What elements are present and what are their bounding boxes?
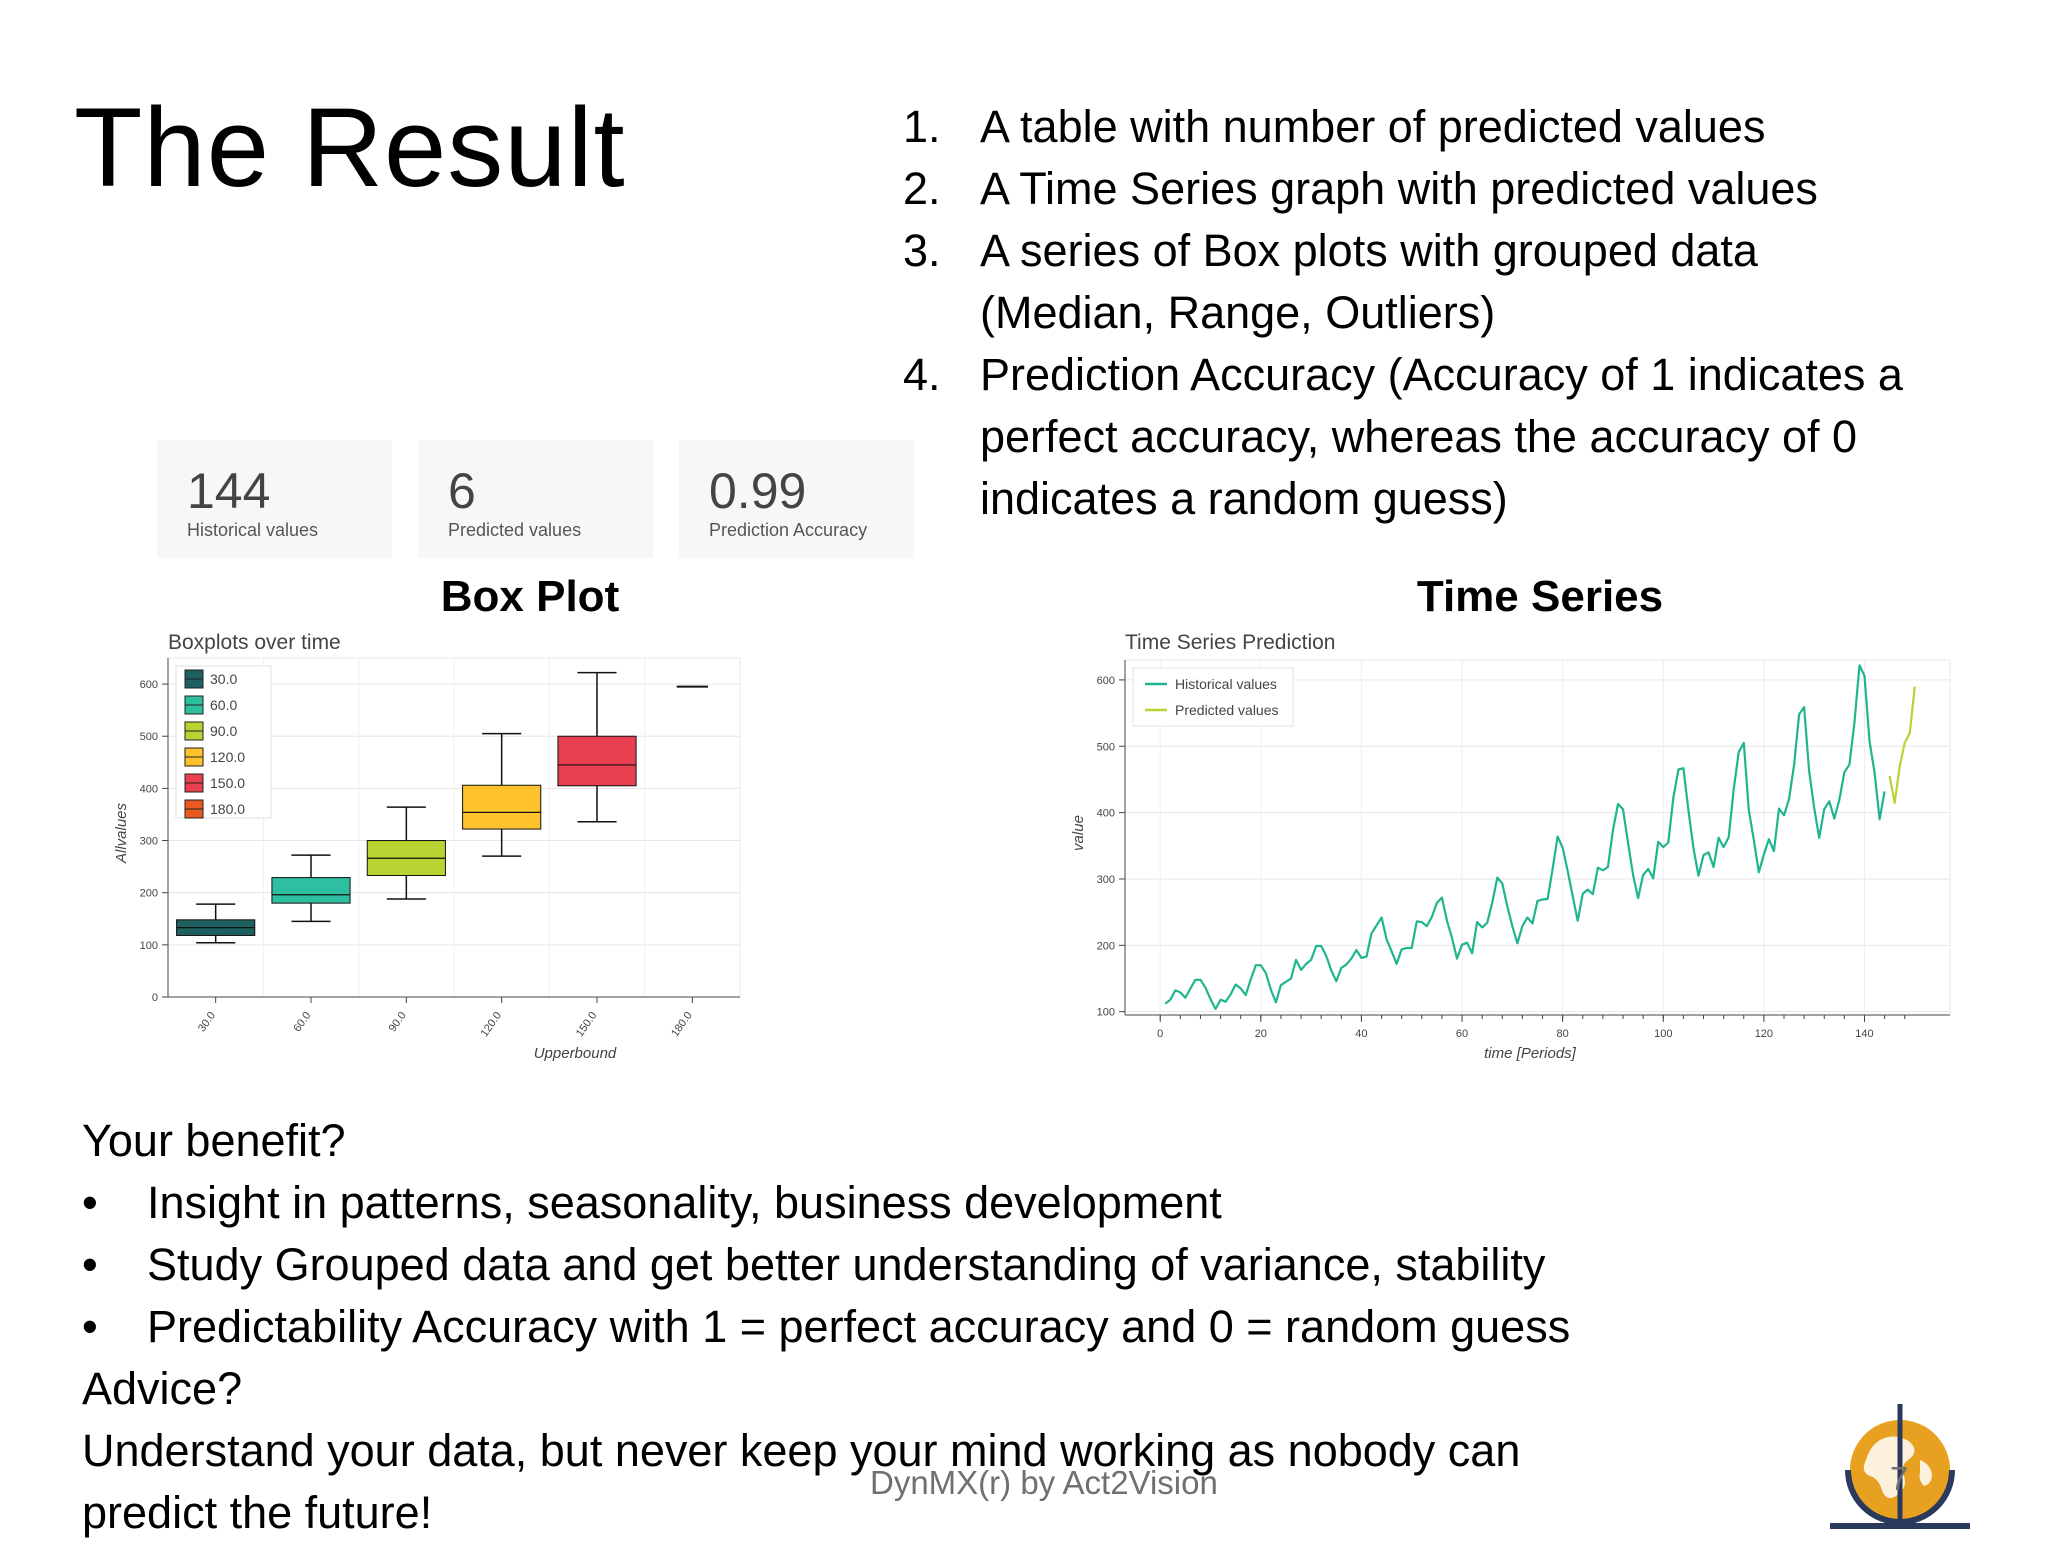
x-axis-label: Upperbound — [534, 1045, 617, 1062]
box-120-0 — [462, 732, 542, 857]
kpi-card-historical: 144 Historical values — [157, 440, 392, 558]
kpi-value: 0.99 — [709, 463, 807, 519]
list-item-text: A Time Series graph with predicted value… — [980, 163, 1818, 214]
chart-title: Boxplots over time — [168, 631, 341, 654]
y-tick-label: 200 — [140, 888, 158, 900]
y-axis-label: value — [1070, 815, 1087, 851]
box-150-0 — [557, 671, 637, 823]
x-tick-label: 30.0 — [196, 1010, 218, 1034]
x-tick-label: 60 — [1456, 1028, 1468, 1040]
benefits-section: Your benefit? • Insight in patterns, seas… — [82, 1110, 1782, 1544]
x-tick-label: 120 — [1755, 1028, 1773, 1040]
box-90-0 — [366, 806, 446, 900]
box-rect — [462, 784, 542, 830]
x-tick-label: 20 — [1255, 1028, 1267, 1040]
y-tick-label: 0 — [152, 992, 158, 1004]
y-tick-label: 600 — [140, 679, 158, 691]
chart-title: Time Series Prediction — [1125, 631, 1335, 654]
legend-entry: 90.0 — [184, 721, 237, 741]
legend-label: 60.0 — [210, 697, 237, 713]
legend-entry: 150.0 — [184, 773, 245, 793]
list-item: 2. A Time Series graph with predicted val… — [903, 163, 1818, 214]
x-axis-label: time [Periods] — [1484, 1045, 1577, 1062]
x-tick-label: 40 — [1355, 1028, 1367, 1040]
legend-label: 90.0 — [210, 723, 237, 739]
series-line-predicted — [1888, 686, 1916, 804]
advice-question: Advice? — [82, 1363, 243, 1414]
x-tick-label: 60.0 — [291, 1010, 313, 1034]
legend-entry: Predicted values — [1145, 702, 1279, 718]
kpi-card-predicted: 6 Predicted values — [418, 440, 653, 558]
x-tick-label: 100 — [1654, 1028, 1672, 1040]
time-series-heading: Time Series — [1416, 572, 1664, 621]
footer-text: DynMX(r) by Act2Vision — [870, 1464, 1218, 1501]
legend-entry: 30.0 — [184, 669, 237, 689]
kpi-value: 144 — [187, 463, 271, 519]
y-tick-label: 400 — [140, 783, 158, 795]
benefit-bullet: • Insight in patterns, seasonality, busin… — [82, 1177, 1222, 1228]
x-tick-label: 0 — [1157, 1028, 1163, 1040]
list-item-text: A table with number of predicted values — [980, 101, 1766, 152]
legend-entry: Historical values — [1145, 676, 1277, 692]
legend-label: 180.0 — [210, 801, 245, 817]
list-item: 4. Prediction Accuracy (Accuracy of 1 ind… — [903, 349, 1903, 524]
x-tick-label: 120.0 — [479, 1010, 505, 1039]
y-tick-label: 300 — [140, 836, 158, 848]
benefit-question: Your benefit? — [82, 1115, 346, 1166]
y-tick-label: 300 — [1097, 874, 1115, 886]
x-tick-label: 90.0 — [387, 1010, 409, 1034]
benefit-bullet: • Predictability Accuracy with 1 = perfec… — [82, 1301, 1571, 1352]
kpi-label: Predicted values — [448, 520, 582, 540]
benefit-bullet: • Study Grouped data and get better under… — [82, 1239, 1546, 1290]
box-plot-heading: Box Plot — [440, 572, 620, 621]
advice-line: Understand your data, but never keep you… — [82, 1425, 1521, 1476]
box-30-0 — [176, 903, 256, 944]
result-list: 1. A table with number of predicted value… — [895, 96, 1995, 530]
legend-label: 150.0 — [210, 775, 245, 791]
y-tick-label: 100 — [140, 940, 158, 952]
y-axis-label: Allvalues — [113, 802, 130, 864]
legend-entry: 180.0 — [184, 799, 245, 819]
x-tick-label: 180.0 — [669, 1010, 695, 1039]
y-tick-label: 400 — [1097, 808, 1115, 820]
list-item: 1. A table with number of predicted value… — [903, 101, 1766, 152]
x-tick-label: 140 — [1855, 1028, 1873, 1040]
legend-box — [175, 665, 272, 819]
box-plot-chart: Boxplots over time 0 100 200 300 400 500 600 30… — [113, 631, 741, 1062]
kpi-card-accuracy: 0.99 Prediction Accuracy — [679, 440, 914, 558]
kpi-label: Historical values — [187, 520, 319, 540]
legend-entry: 60.0 — [184, 695, 237, 715]
x-tick-label: 80 — [1557, 1028, 1569, 1040]
box-60-0 — [271, 854, 351, 923]
list-item-text: Prediction Accuracy (Accuracy of 1 indic… — [980, 349, 1903, 524]
legend-box — [1132, 667, 1294, 727]
list-item: 3. A series of Box plots with grouped dat… — [903, 225, 1758, 338]
box-rect — [271, 877, 351, 904]
page-number: 7 — [1890, 1460, 1909, 1497]
y-tick-label: 100 — [1097, 1007, 1115, 1019]
legend-label: Predicted values — [1175, 702, 1279, 718]
series-line-historical — [1164, 664, 1886, 1011]
list-item-text: A series of Box plots with grouped data … — [980, 225, 1758, 338]
y-tick-label: 500 — [1097, 741, 1115, 753]
legend-label: Historical values — [1175, 676, 1277, 692]
y-tick-label: 200 — [1097, 940, 1115, 952]
legend-label: 30.0 — [210, 671, 237, 687]
box-rect — [557, 735, 637, 787]
kpi-value: 6 — [448, 463, 476, 519]
legend-label: 120.0 — [210, 749, 245, 765]
y-tick-label: 500 — [140, 731, 158, 743]
kpi-label: Prediction Accuracy — [709, 520, 868, 540]
advice-line: predict the future! — [82, 1487, 433, 1538]
y-tick-label: 600 — [1097, 675, 1115, 687]
time-series-chart: Time Series Prediction 10020030040050060… — [1070, 631, 1951, 1062]
slide-title: The Result — [74, 85, 626, 210]
globe-icon — [1830, 1404, 1970, 1529]
legend-entry: 120.0 — [184, 747, 245, 767]
x-tick-label: 150.0 — [574, 1010, 600, 1039]
